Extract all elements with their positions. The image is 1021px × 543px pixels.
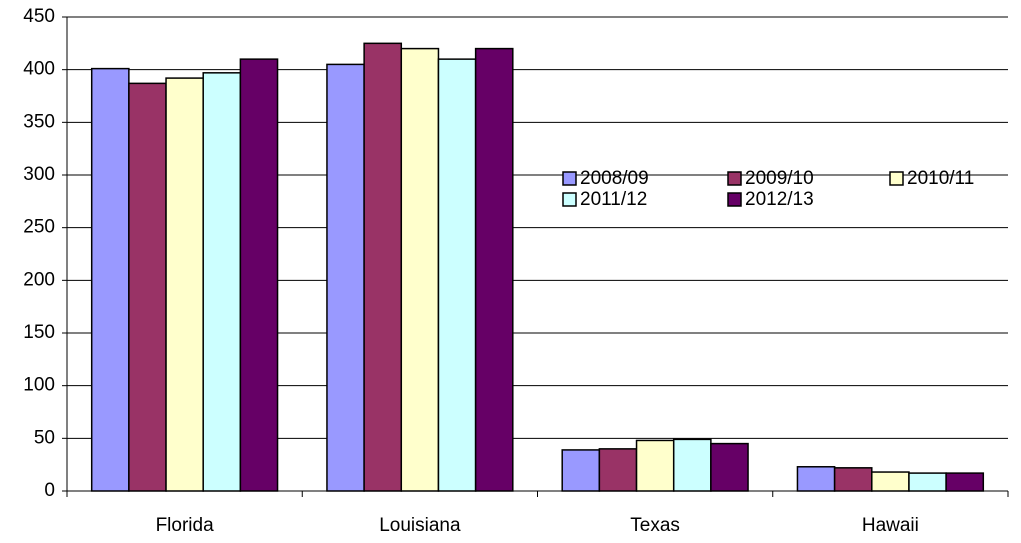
y-tick-label: 50 [34,427,55,448]
legend-swatch [562,192,577,207]
y-tick-label: 200 [23,269,55,290]
bar [710,442,749,492]
legend-label: 2009/10 [745,168,814,189]
bar [908,472,947,492]
y-tick-label: 400 [23,59,55,80]
x-tick-label: Louisiana [379,515,461,536]
legend-swatch [889,171,904,186]
y-tick-label: 100 [23,375,55,396]
legend-swatch [727,192,742,207]
bar [474,47,514,492]
y-tick-label: 150 [23,322,55,343]
x-tick-label: Florida [156,515,215,536]
legend-label: 2012/13 [745,189,814,210]
bar [363,42,403,492]
y-tick-label: 0 [44,480,55,501]
legend-label: 2008/09 [580,168,649,189]
bar [437,58,477,492]
bar [326,63,365,492]
bar [165,77,204,492]
bar [90,67,130,492]
x-tick-label: Texas [630,515,680,536]
bar [561,449,601,492]
bar [128,82,167,492]
y-tick-label: 250 [23,217,55,238]
bar [202,72,242,492]
y-tick-label: 350 [23,111,55,132]
y-tick-label: 450 [23,6,55,27]
bar [239,58,279,492]
bar [945,472,985,492]
legend-label: 2010/11 [907,168,974,189]
bar [796,466,836,492]
x-tick-label: Hawaii [862,515,919,536]
bar [598,448,638,492]
bar [672,438,712,492]
bar [833,467,873,492]
legend-swatch [727,171,742,186]
legend-swatch [562,171,577,186]
legend-label: 2011/12 [580,189,647,210]
bar [635,439,675,492]
bar [871,471,910,492]
bar [400,47,440,492]
y-tick-label: 300 [23,164,55,185]
